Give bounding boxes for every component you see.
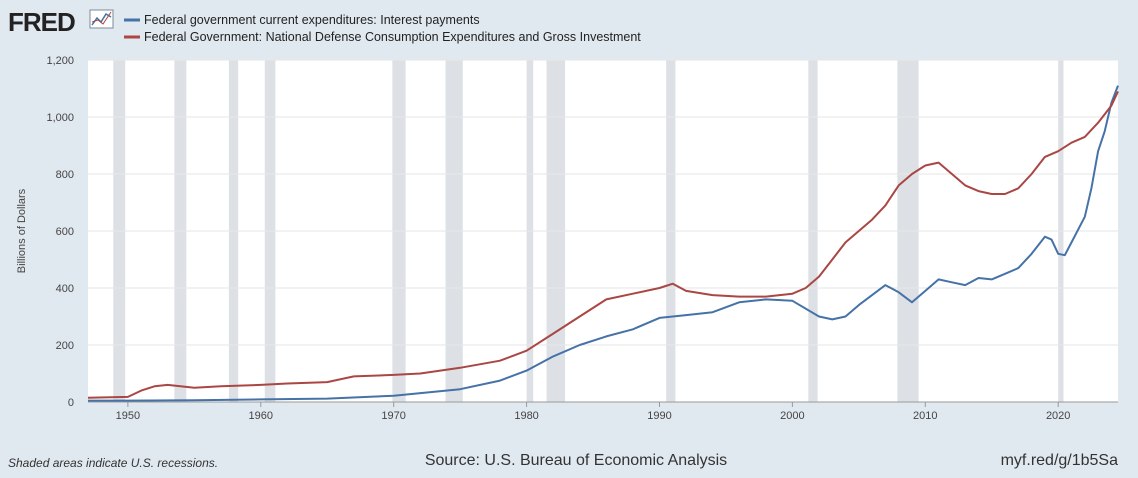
y-tick-label: 600 xyxy=(56,226,74,238)
line-chart-icon xyxy=(89,9,114,29)
x-tick-label: 2020 xyxy=(1046,410,1070,422)
y-tick-label: 400 xyxy=(56,283,74,295)
x-tick-label: 1990 xyxy=(647,410,671,422)
y-axis-ticks: 0 200 400 600 800 1,000 1,200 xyxy=(46,55,74,409)
y-tick-label: 800 xyxy=(56,169,74,181)
x-tick-label: 1960 xyxy=(249,410,273,422)
x-tick-label: 1970 xyxy=(381,410,405,422)
gridlines xyxy=(88,59,1118,346)
x-tick-label: 1980 xyxy=(514,410,538,422)
y-tick-label: 1,200 xyxy=(46,55,74,67)
series-line-1 xyxy=(88,85,1119,402)
legend-label-series2: Federal Government: National Defense Con… xyxy=(144,30,641,44)
recession-note: Shaded areas indicate U.S. recessions. xyxy=(8,456,218,470)
x-axis-ticks: 1950 1960 1970 1980 1990 2000 2010 2020 xyxy=(116,402,1070,422)
fred-logo-text: FRED xyxy=(8,7,75,37)
legend-label-series1: Federal government current expenditures:… xyxy=(144,13,480,27)
source-text: Source: U.S. Bureau of Economic Analysis xyxy=(425,452,727,469)
x-tick-label: 2000 xyxy=(780,410,804,422)
series-lines xyxy=(87,85,1119,402)
x-tick-label: 1950 xyxy=(116,410,140,422)
short-link[interactable]: myf.red/g/1b5Sa xyxy=(1001,452,1119,469)
series-line-2 xyxy=(87,90,1119,399)
fred-logo[interactable]: FRED xyxy=(8,7,114,37)
x-tick-label: 2010 xyxy=(913,410,937,422)
y-tick-label: 1,000 xyxy=(46,112,74,124)
y-tick-label: 200 xyxy=(56,340,74,352)
legend: Federal government current expenditures:… xyxy=(124,13,641,44)
y-tick-label: 0 xyxy=(68,397,74,409)
y-axis-label: Billions of Dollars xyxy=(16,188,28,273)
